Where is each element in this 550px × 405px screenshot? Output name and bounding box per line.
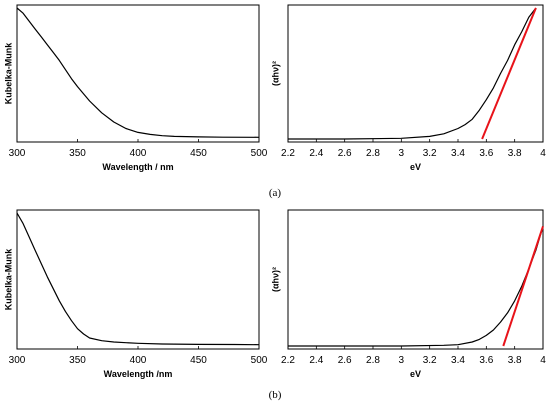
x-tick-label: 3.4 [451,355,465,366]
x-tick-label: 2.8 [366,148,380,159]
y-axis-label: (αhν)² [270,267,280,292]
x-tick-label: 3.6 [479,148,493,159]
x-tick-label: 450 [190,148,207,159]
y-axis-label: Kubelka-Munk [3,42,13,105]
data-series-line [288,7,537,140]
x-tick-label: 450 [190,355,207,366]
y-axis-label: Kubelka-Munk [3,248,13,311]
x-tick-label: 4 [540,355,546,366]
linear-fit-line [481,7,537,140]
x-axis-label: Wavelength / nm [102,162,173,172]
x-axis-label: eV [410,162,421,172]
x-tick-label: 3.4 [451,148,465,159]
plot-frame [16,4,260,143]
x-tick-label: 2.6 [338,355,352,366]
x-tick-label: 3.8 [508,148,522,159]
x-tick-label: 2.4 [309,148,323,159]
x-tick-label: 4 [540,148,546,159]
data-series-line [288,226,544,347]
plot-frame [287,4,544,143]
x-tick-label: 2.2 [281,148,295,159]
y-axis-label: (αhν)² [270,61,280,86]
plot-frame [287,209,544,350]
x-tick-label: 3.2 [423,148,437,159]
x-tick-label: 3.6 [479,355,493,366]
x-tick-label: 2.8 [366,355,380,366]
x-tick-label: 2.4 [309,355,323,366]
x-tick-label: 300 [9,355,26,366]
panel-label: (a) [269,187,282,199]
data-series-line [16,7,260,138]
x-tick-label: 300 [9,148,26,159]
x-tick-label: 350 [69,355,86,366]
data-series-line [16,212,260,346]
panel-label: (b) [269,389,282,401]
x-tick-label: 400 [130,355,147,366]
x-axis-label: Wavelength /nm [104,369,173,379]
x-tick-label: 2.6 [338,148,352,159]
x-tick-label: 400 [130,148,147,159]
x-tick-label: 3 [399,148,405,159]
plot-frame [16,209,260,350]
x-tick-label: 3.8 [508,355,522,366]
x-tick-label: 350 [69,148,86,159]
x-tick-label: 2.2 [281,355,295,366]
x-tick-label: 500 [251,148,268,159]
x-tick-label: 3 [399,355,405,366]
x-tick-label: 3.2 [423,355,437,366]
x-axis-label: eV [410,369,421,379]
x-tick-label: 500 [251,355,268,366]
linear-fit-line [502,225,544,347]
